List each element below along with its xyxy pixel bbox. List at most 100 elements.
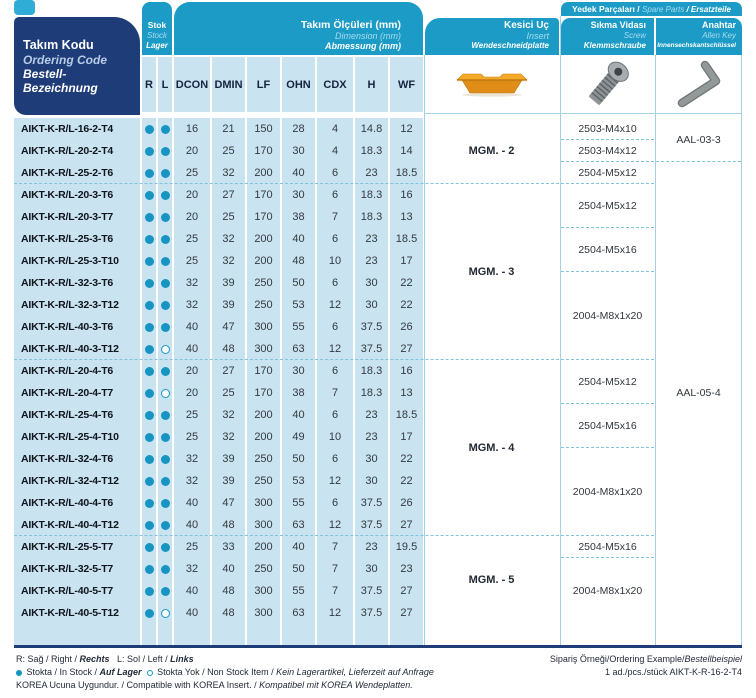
table-cell bbox=[142, 272, 156, 294]
stock-dot-left-filled bbox=[161, 587, 170, 596]
table-cell: 38 bbox=[282, 382, 315, 404]
stock-dot-right-filled bbox=[145, 543, 154, 552]
stock-dot-left-filled bbox=[161, 213, 170, 222]
table-cell: 47 bbox=[212, 316, 245, 338]
table-cell: 16 bbox=[390, 184, 423, 206]
table-cell: 27 bbox=[390, 580, 423, 602]
table-cell: 32 bbox=[212, 404, 245, 426]
screw-part-number: 2004-M8x1x20 bbox=[561, 558, 654, 624]
screw-part-number: 2504-M5x16 bbox=[561, 404, 654, 448]
table-cell: 22 bbox=[390, 470, 423, 492]
table-cell: 7 bbox=[317, 206, 353, 228]
table-cell bbox=[158, 140, 172, 162]
header-takim-kodu: Takım Kodu bbox=[23, 38, 140, 53]
footer-legend: R: Sağ / Right / Rechts L: Sol / Left / … bbox=[16, 653, 486, 692]
table-cell: 55 bbox=[282, 316, 315, 338]
table-cell: 20 bbox=[174, 206, 210, 228]
table-cell: 250 bbox=[247, 448, 280, 470]
table-cell: 22 bbox=[390, 294, 423, 316]
table-cell bbox=[142, 228, 156, 250]
hollow-dot-icon bbox=[147, 670, 153, 676]
table-cell: 4 bbox=[317, 140, 353, 162]
table-cell bbox=[142, 426, 156, 448]
table-cell: 25 bbox=[174, 228, 210, 250]
column-header-LF: LF bbox=[247, 57, 280, 112]
stock-dot-left-filled bbox=[161, 323, 170, 332]
table-cell: 12 bbox=[317, 294, 353, 316]
table-cell: 300 bbox=[247, 316, 280, 338]
cell-tool-code: AIKT-K-R/L-25-4-T10 bbox=[14, 426, 140, 448]
table-cell: 150 bbox=[247, 118, 280, 140]
table-cell: 25 bbox=[212, 206, 245, 228]
table-cell bbox=[158, 250, 172, 272]
dashed-separator bbox=[561, 359, 654, 360]
table-cell: 200 bbox=[247, 536, 280, 558]
stock-dot-left-filled bbox=[161, 235, 170, 244]
filled-dot-icon bbox=[16, 670, 22, 676]
table-cell: 25 bbox=[174, 162, 210, 184]
table-cell: 200 bbox=[247, 426, 280, 448]
table-cell bbox=[158, 184, 172, 206]
table-cell: 40 bbox=[282, 404, 315, 426]
table-cell: 39 bbox=[212, 272, 245, 294]
insert-group-label: MGM. - 5 bbox=[424, 536, 559, 624]
table-cell: 170 bbox=[247, 360, 280, 382]
table-cell: 6 bbox=[317, 404, 353, 426]
table-cell: 200 bbox=[247, 250, 280, 272]
table-cell: 39 bbox=[212, 470, 245, 492]
stock-dot-right-filled bbox=[145, 477, 154, 486]
table-cell: 12 bbox=[317, 338, 353, 360]
table-cell: 27 bbox=[212, 360, 245, 382]
screw-label-tr: Sıkma Vidası bbox=[561, 20, 646, 31]
header-bestell-bezeichnung: Bestell-Bezeichnung bbox=[23, 67, 140, 95]
table-cell: 32 bbox=[174, 558, 210, 580]
insert-label-tr: Kesici Uç bbox=[425, 20, 549, 31]
cell-tool-code: AIKT-K-R/L-20-3-T7 bbox=[14, 206, 140, 228]
table-cell bbox=[158, 382, 172, 404]
table-cell bbox=[142, 602, 156, 624]
insert-label-de: Wendeschneidplatte bbox=[425, 41, 549, 51]
stock-dot-left-hollow bbox=[161, 609, 170, 618]
table-cell bbox=[142, 404, 156, 426]
spare-parts-de: / Ersatzteile bbox=[684, 5, 731, 14]
table-cell: 30 bbox=[355, 294, 388, 316]
table-cell: 32 bbox=[212, 228, 245, 250]
cell-tool-code: AIKT-K-R/L-32-3-T6 bbox=[14, 272, 140, 294]
table-cell bbox=[158, 536, 172, 558]
table-cell bbox=[142, 536, 156, 558]
dimensions-label-tr: Takım Ölçüleri (mm) bbox=[174, 20, 401, 31]
table-cell: 32 bbox=[212, 426, 245, 448]
table-cell bbox=[158, 316, 172, 338]
table-cell bbox=[142, 580, 156, 602]
stock-dot-left-filled bbox=[161, 191, 170, 200]
stock-dot-right-filled bbox=[145, 235, 154, 244]
table-cell: 27 bbox=[212, 184, 245, 206]
header-ordering-code: Ordering Code bbox=[23, 53, 140, 67]
table-cell: 30 bbox=[282, 184, 315, 206]
table-cell: 6 bbox=[317, 228, 353, 250]
dimensions-label-en: Dimension (mm) bbox=[174, 31, 401, 41]
table-cell: 55 bbox=[282, 580, 315, 602]
stock-dot-left-filled bbox=[161, 169, 170, 178]
table-cell: 6 bbox=[317, 492, 353, 514]
spare-parts-tr: Yedek Parçaları / bbox=[572, 4, 642, 14]
table-cell: 200 bbox=[247, 228, 280, 250]
table-cell: 25 bbox=[174, 536, 210, 558]
table-cell: 47 bbox=[212, 492, 245, 514]
table-cell: 32 bbox=[174, 294, 210, 316]
cell-tool-code: AIKT-K-R/L-25-3-T6 bbox=[14, 228, 140, 250]
table-cell bbox=[158, 602, 172, 624]
table-cell: 32 bbox=[174, 272, 210, 294]
table-cell: 26 bbox=[390, 492, 423, 514]
page-tab-icon bbox=[14, 0, 35, 15]
screw-part-number: 2504-M5x16 bbox=[561, 536, 654, 558]
table-cell: 300 bbox=[247, 338, 280, 360]
table-cell bbox=[158, 272, 172, 294]
table-cell: 37.5 bbox=[355, 514, 388, 536]
column-header-R: R bbox=[142, 57, 156, 112]
table-cell: 7 bbox=[317, 536, 353, 558]
divider bbox=[741, 55, 742, 645]
insert-group-label: MGM. - 4 bbox=[424, 360, 559, 536]
column-header-L: L bbox=[158, 57, 172, 112]
screw-header: Sıkma Vidası Screw Klemmschraube bbox=[561, 18, 654, 55]
